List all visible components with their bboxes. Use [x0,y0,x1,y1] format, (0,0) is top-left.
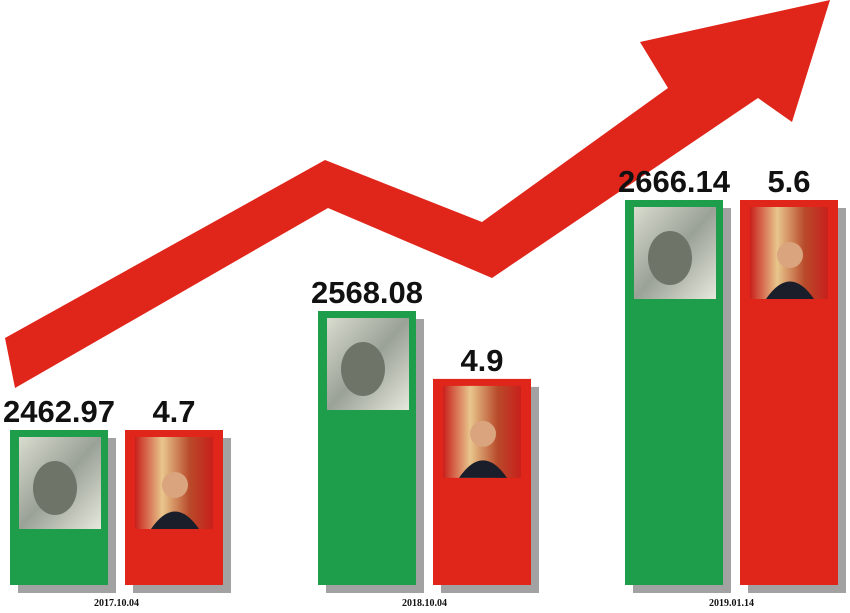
x-tick-label: 2019.01.14 [709,598,754,609]
portrait-head [162,472,188,498]
x-tick-label: 2018.10.04 [402,598,447,609]
x-tick-label: 2017.10.04 [94,598,139,609]
dollar-portrait [341,342,385,397]
portrait-head [777,242,803,268]
portrait-suit [151,511,199,529]
value-label: 5.6 [767,164,810,199]
portrait-head [470,420,496,447]
portrait-suit [459,460,507,478]
trend-arrow [5,0,830,388]
dollar-portrait [648,231,692,285]
value-label: 2666.14 [618,164,731,199]
value-label: 4.7 [152,394,195,429]
value-label: 2462.97 [3,394,115,429]
dollar-portrait [33,461,77,515]
bars: 2462.97 2568.08 2666.14 4.7 4.9 5.6 2017.10.04… [3,164,846,609]
portrait-suit [766,281,814,299]
value-label: 2568.08 [311,275,423,310]
value-label: 4.9 [460,343,503,378]
